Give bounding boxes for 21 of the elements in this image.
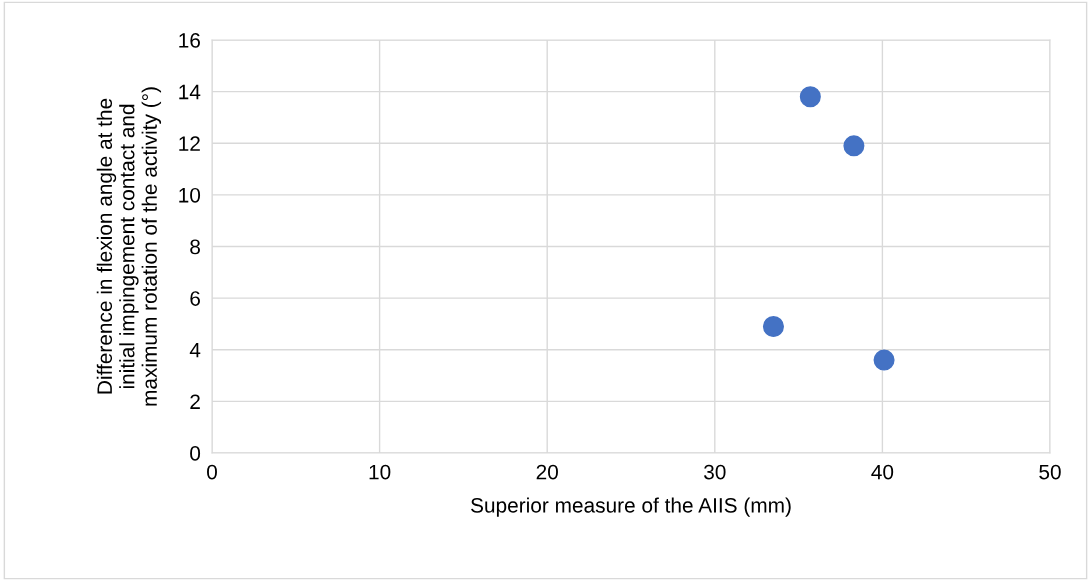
y-tick-label: 12 [179, 136, 200, 151]
y-tick-label: 8 [190, 239, 200, 255]
x-tick-label: 10 [369, 464, 391, 480]
y-tick-label: 10 [179, 187, 201, 203]
y-tick-label: 0 [190, 446, 201, 461]
point [799, 86, 821, 108]
y-tick-label: 16 [179, 33, 200, 48]
point [843, 135, 865, 157]
x-tick-label: 0 [207, 464, 217, 480]
y-tick-label: 2 [190, 394, 200, 409]
y-tick-label: 4 [189, 342, 201, 358]
y-axis-title: Difference in flexion angle at the initial impingement contact and maximum rotation of the activity (°) [96, 87, 162, 406]
point [762, 316, 784, 338]
x-tick-label: 30 [704, 464, 726, 480]
y-tick-label: 14 [179, 84, 201, 100]
x-tick-label: 50 [1039, 464, 1061, 480]
point [873, 349, 895, 371]
x-tick-label: 40 [871, 464, 894, 480]
x-tick-label: 20 [536, 464, 558, 480]
y-tick-label: 6 [190, 291, 200, 306]
x-axis-title: Superior measure of the AIIS (mm) [471, 497, 791, 517]
